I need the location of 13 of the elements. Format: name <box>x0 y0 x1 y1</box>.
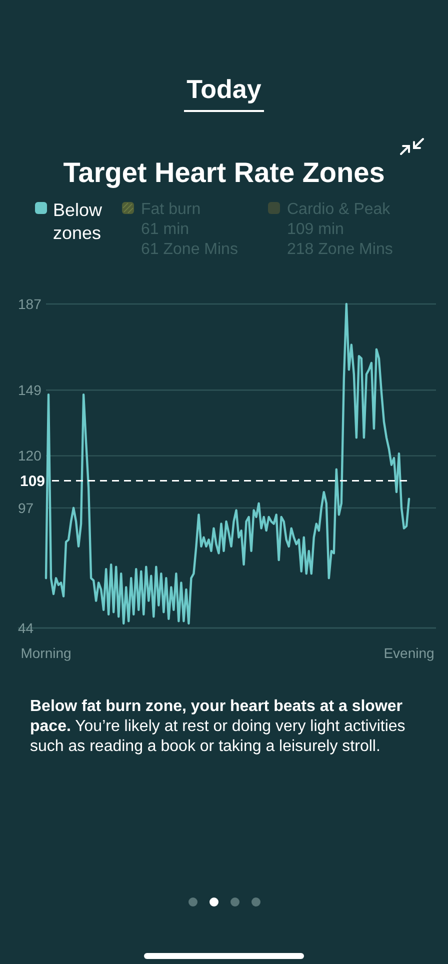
y-tick-label: 149 <box>18 382 42 398</box>
x-tick-label: Evening <box>384 645 434 661</box>
x-tick-label: Morning <box>20 645 72 661</box>
ref-line-label: 109 <box>20 472 46 490</box>
y-tick-label: 44 <box>18 620 34 636</box>
text: Today <box>186 74 262 104</box>
text: Below fat burn zone, your heart beats at a slower pace. You’re likely at rest or doing very light activities such as reading a book or taking a leisurely stroll. <box>30 697 406 757</box>
legend-label: Below zones <box>53 200 104 243</box>
line-series <box>44 302 410 625</box>
y-tick-label: 120 <box>18 448 42 464</box>
y-tick-label: 187 <box>18 296 42 312</box>
chart-title: Target Heart Rate Zones <box>63 157 385 188</box>
y-tick-label: 97 <box>18 500 34 516</box>
